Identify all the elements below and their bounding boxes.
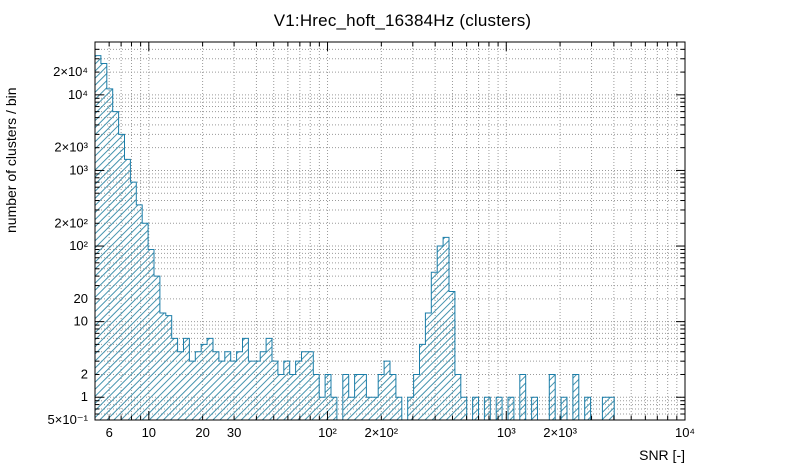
- x-tick-label: 10: [142, 425, 156, 440]
- axis-ticks: [95, 42, 686, 420]
- y-tick-label: 2: [81, 367, 88, 382]
- x-tick-label: 10²: [318, 425, 337, 440]
- x-tick-labels: 6 10 20 30 10² 2×10² 10³ 2×10³ 10⁴: [106, 425, 695, 440]
- axis-frame: [94, 41, 686, 421]
- y-tick-label: 10: [74, 314, 88, 329]
- histogram-series: [94, 55, 685, 421]
- y-tick-labels: 5×10⁻¹ 1 2 10 20 10² 2×10² 10³ 2×10³ 10⁴ 2×10⁴: [48, 64, 89, 427]
- x-tick-label: 2×10³: [543, 425, 577, 440]
- y-tick-label: 5×10⁻¹: [48, 412, 89, 427]
- x-tick-label: 10⁴: [675, 425, 695, 440]
- y-axis-title: number of clusters / bin: [3, 87, 19, 233]
- y-tick-label: 1: [81, 389, 88, 404]
- x-tick-label: 2×10²: [364, 425, 398, 440]
- y-tick-label: 10³: [69, 162, 88, 177]
- chart-title: V1:Hrec_hoft_16384Hz (clusters): [273, 11, 532, 30]
- y-tick-label: 20: [74, 291, 88, 306]
- y-tick-label: 10²: [69, 238, 88, 253]
- y-tick-label: 2×10²: [54, 215, 88, 230]
- y-tick-label: 10⁴: [68, 87, 88, 102]
- x-axis-title: SNR [-]: [639, 447, 685, 463]
- x-tick-label: 10³: [497, 425, 516, 440]
- x-tick-label: 30: [227, 425, 241, 440]
- x-tick-label: 20: [195, 425, 209, 440]
- x-tick-label: 6: [106, 425, 113, 440]
- y-tick-label: 2×10⁴: [53, 64, 88, 79]
- y-tick-label: 2×10³: [54, 140, 88, 155]
